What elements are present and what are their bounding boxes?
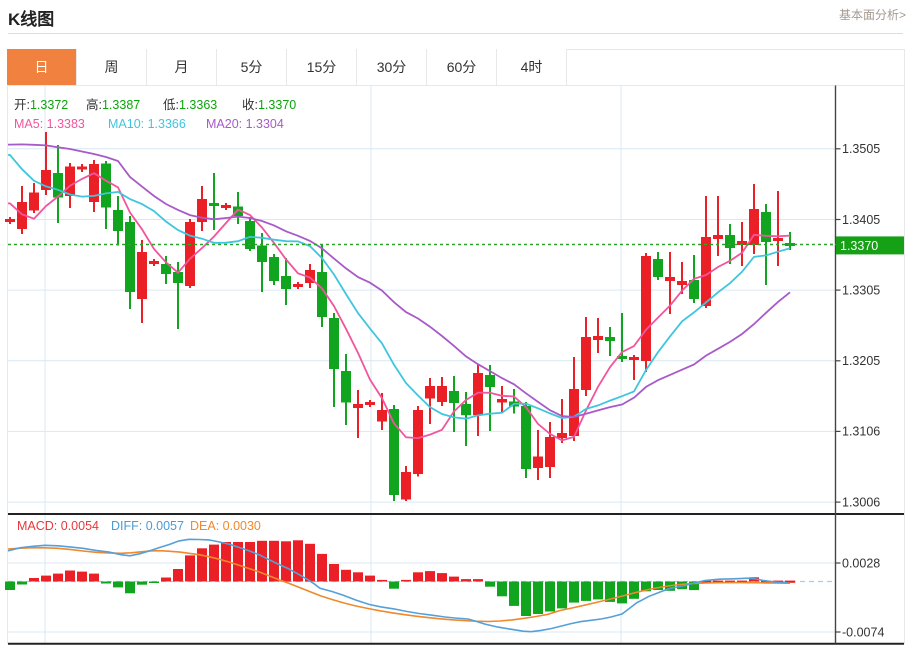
svg-text:-0.0074: -0.0074 [842, 625, 884, 639]
svg-text:1.3106: 1.3106 [842, 425, 880, 439]
svg-text:1.3205: 1.3205 [842, 354, 880, 368]
svg-text:1.3505: 1.3505 [842, 142, 880, 156]
svg-text:0.0028: 0.0028 [842, 556, 880, 570]
svg-text:1.3405: 1.3405 [842, 213, 880, 227]
svg-text:1.3370: 1.3370 [840, 239, 878, 253]
svg-text:1.3305: 1.3305 [842, 283, 880, 297]
svg-text:1.3006: 1.3006 [842, 495, 880, 509]
